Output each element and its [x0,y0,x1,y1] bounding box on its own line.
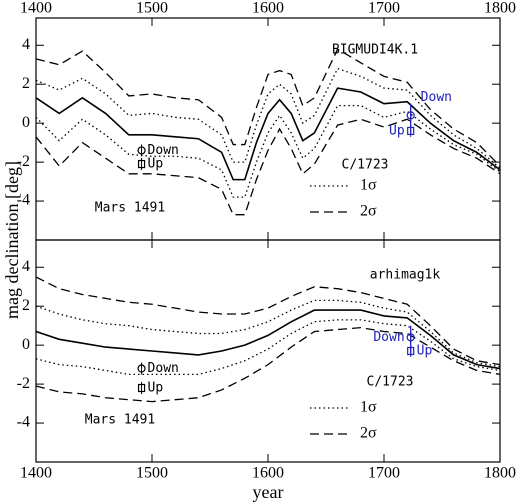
series-line [35,309,501,370]
annotation: C/1723 [342,158,389,173]
x-tick-label: 1700 [368,0,400,17]
point-label: Up [417,344,433,359]
y-tick-label: 0 [22,114,30,131]
annotation: Mars 1491 [85,413,155,428]
x-tick-label: 1800 [484,465,516,482]
y-axis-label: mag declination [deg] [2,161,22,319]
series-line [35,48,501,167]
point-label: Up [148,381,164,396]
point-label: Down [148,361,179,376]
x-axis-label: year [253,482,284,502]
legend-label: 2σ [360,203,377,220]
legend-label: 2σ [360,425,377,442]
y-tick-label: -4 [17,192,30,209]
series-line [35,104,501,198]
y-tick-label: 0 [22,336,30,353]
x-tick-label: 1500 [136,0,168,17]
point-label: Down [148,143,179,158]
y-tick-label: -2 [17,375,30,392]
point-label: Down [421,90,452,105]
annotation: BIGMUDI4K.1 [332,43,418,58]
x-tick-label: 1600 [252,465,284,482]
point-label: Down [373,330,404,345]
series-line [35,326,501,403]
legend-label: 1σ [360,177,377,194]
y-tick-label: 2 [22,297,30,314]
x-tick-label: 1800 [484,0,516,17]
y-tick-label: 2 [22,75,30,92]
y-tick-label: -2 [17,153,30,170]
x-tick-label: 1700 [368,465,400,482]
y-tick-label: 4 [22,258,30,275]
y-tick-label: -4 [17,414,30,431]
annotation: arhimag1k [370,268,441,283]
x-tick-label: 1600 [252,0,284,17]
annotation: Mars 1491 [95,201,165,216]
series-line [35,118,501,216]
series-line [35,67,501,169]
series-line [35,299,501,368]
point-label: Up [389,123,405,138]
y-tick-label: 4 [22,36,30,53]
point-label: Up [148,157,164,172]
x-tick-label: 1500 [136,465,168,482]
legend-label: 1σ [360,399,377,416]
annotation: C/1723 [367,375,414,390]
x-tick-label: 1400 [20,0,52,17]
x-tick-label: 1400 [20,465,52,482]
series-line [35,87,501,181]
